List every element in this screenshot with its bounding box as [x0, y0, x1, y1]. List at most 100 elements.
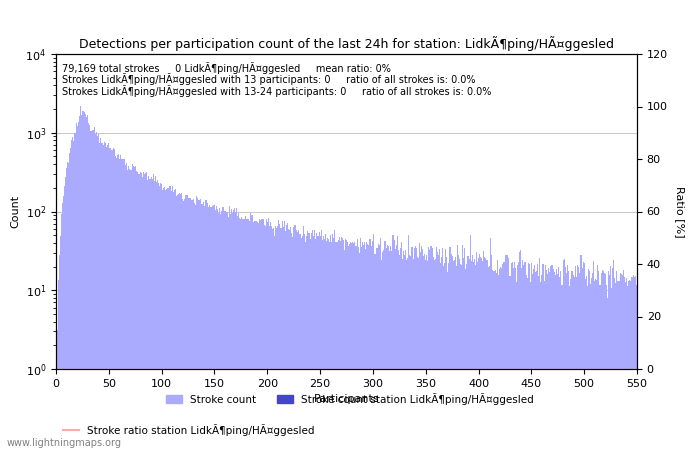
Bar — [230, 215, 231, 450]
Bar — [419, 243, 420, 450]
Bar — [609, 274, 610, 450]
Bar — [345, 239, 346, 450]
Bar — [231, 209, 232, 450]
Bar — [373, 234, 374, 450]
Bar — [383, 250, 384, 450]
Bar — [328, 239, 329, 450]
Bar — [384, 241, 385, 450]
Bar — [267, 222, 268, 450]
Bar — [627, 286, 628, 450]
Bar — [174, 190, 175, 450]
Bar — [142, 177, 144, 450]
Bar — [121, 159, 122, 450]
Bar — [184, 199, 186, 450]
Bar — [141, 173, 142, 450]
Bar — [216, 206, 217, 450]
Bar — [636, 285, 638, 450]
Bar — [584, 279, 586, 450]
Bar — [287, 223, 288, 450]
Bar — [487, 267, 489, 450]
Bar — [395, 245, 397, 450]
Bar — [555, 275, 556, 450]
Bar — [68, 163, 69, 450]
Bar — [362, 242, 363, 450]
Bar — [64, 186, 65, 450]
Bar — [615, 284, 617, 450]
Bar — [553, 269, 554, 450]
Bar — [398, 250, 399, 450]
Bar — [551, 265, 552, 450]
Bar — [140, 172, 141, 450]
Bar — [90, 130, 92, 450]
Bar — [337, 240, 339, 450]
Bar — [573, 275, 574, 450]
Bar — [169, 186, 171, 450]
Bar — [65, 177, 66, 450]
Bar — [478, 258, 479, 450]
Bar — [134, 166, 136, 450]
Bar — [173, 192, 174, 450]
Bar — [321, 230, 322, 450]
Bar — [178, 194, 179, 450]
Bar — [152, 179, 153, 450]
Bar — [474, 259, 475, 450]
Bar — [499, 269, 500, 450]
Bar — [160, 183, 161, 450]
Bar — [227, 212, 228, 450]
Bar — [484, 257, 485, 450]
Bar — [103, 145, 104, 450]
Bar — [348, 246, 349, 450]
Bar — [382, 252, 383, 450]
Bar — [125, 165, 126, 450]
Bar — [325, 234, 326, 450]
Bar — [330, 235, 331, 450]
Bar — [80, 115, 82, 450]
Bar — [327, 238, 328, 450]
Bar — [596, 280, 597, 450]
Bar — [346, 240, 347, 450]
Bar — [182, 199, 183, 450]
Bar — [193, 199, 194, 450]
Bar — [423, 256, 424, 450]
Bar — [181, 193, 182, 450]
Bar — [116, 158, 117, 450]
Bar — [307, 231, 308, 450]
Bar — [588, 269, 589, 450]
Bar — [542, 264, 543, 450]
Bar — [512, 262, 513, 450]
Bar — [591, 278, 592, 450]
Bar — [623, 270, 624, 450]
Bar — [212, 207, 213, 450]
Bar — [598, 271, 599, 450]
Bar — [634, 277, 636, 450]
Bar — [66, 168, 67, 450]
Bar — [508, 258, 509, 450]
Bar — [375, 248, 377, 450]
Bar — [163, 188, 164, 450]
Bar — [498, 275, 499, 450]
Bar — [228, 217, 229, 450]
Bar — [202, 204, 204, 450]
Bar — [547, 268, 549, 450]
Bar — [290, 227, 291, 450]
Bar — [468, 259, 470, 450]
Bar — [386, 248, 387, 450]
Bar — [607, 297, 608, 450]
Bar — [262, 219, 264, 450]
Bar — [489, 238, 491, 450]
Bar — [438, 255, 439, 450]
Bar — [513, 268, 514, 450]
Bar — [122, 159, 123, 450]
Bar — [457, 245, 458, 450]
Bar — [460, 264, 461, 450]
Bar — [482, 261, 483, 450]
Bar — [582, 261, 584, 450]
Bar — [428, 247, 429, 450]
Bar — [449, 247, 451, 450]
Bar — [115, 156, 116, 450]
Bar — [587, 287, 588, 450]
Bar — [172, 186, 173, 450]
Bar — [402, 259, 403, 450]
Bar — [455, 257, 456, 450]
Bar — [350, 242, 351, 450]
